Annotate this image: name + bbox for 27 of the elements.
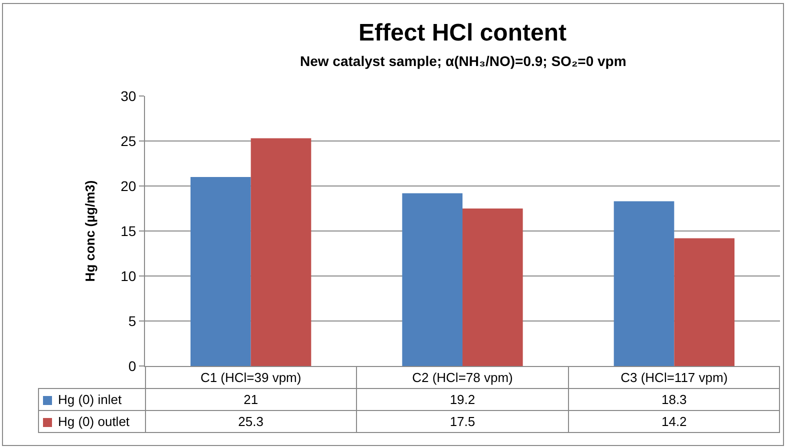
y-tick-label: 0 bbox=[128, 358, 136, 374]
y-tick-label: 5 bbox=[128, 312, 136, 329]
data-label: 18.3 bbox=[568, 388, 780, 410]
data-label: 14.2 bbox=[568, 410, 780, 432]
chart-title: Effect HCl content bbox=[358, 19, 567, 46]
y-tick-label: 25 bbox=[120, 132, 136, 149]
bar bbox=[462, 208, 523, 366]
data-label: 21 bbox=[145, 388, 357, 410]
y-tick-label: 10 bbox=[120, 268, 136, 284]
y-axis-title: Hg conc (µg/m3) bbox=[82, 180, 98, 282]
x-tick-label: C1 (HCl=39 vpm) bbox=[145, 366, 357, 388]
bar bbox=[614, 201, 674, 366]
legend-label: Hg (0) outlet bbox=[58, 414, 130, 429]
data-label: 17.5 bbox=[356, 410, 568, 432]
x-tick-label: C3 (HCl=117 vpm) bbox=[568, 366, 780, 388]
bar bbox=[250, 138, 312, 366]
data-label: 19.2 bbox=[356, 388, 568, 410]
data-label: 25.3 bbox=[145, 410, 357, 432]
chart-subtitle: New catalyst sample; α(NH₃/NO)=0.9; SO₂=0 vpm bbox=[300, 53, 626, 69]
y-tick-label: 15 bbox=[120, 222, 136, 239]
bar bbox=[402, 193, 462, 366]
y-tick-label: 20 bbox=[120, 178, 136, 194]
bar bbox=[674, 238, 734, 366]
legend-label: Hg (0) inlet bbox=[58, 392, 122, 407]
x-tick-label: C2 (HCl=78 vpm) bbox=[356, 366, 568, 388]
bar bbox=[190, 177, 251, 366]
y-tick-label: 30 bbox=[120, 88, 136, 104]
